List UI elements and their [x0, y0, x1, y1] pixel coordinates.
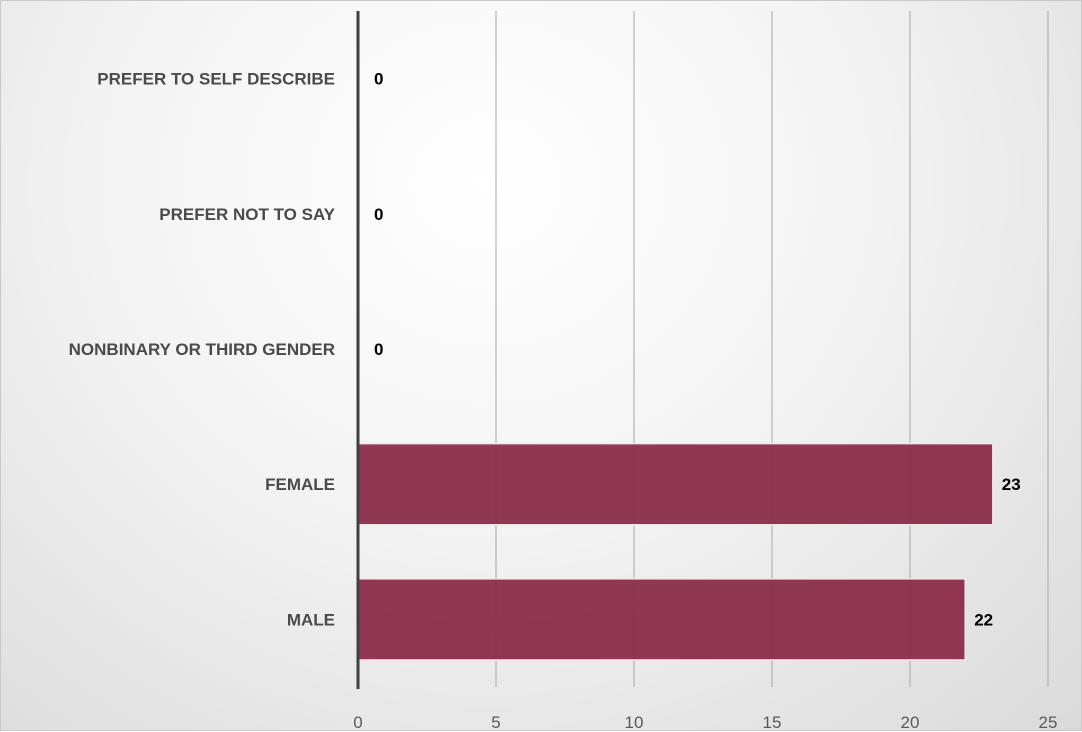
data-label: 0 — [374, 205, 383, 224]
x-tick-label: 0 — [353, 713, 362, 732]
category-label: PREFER TO SELF DESCRIBE — [97, 70, 335, 89]
x-tick-label: 5 — [491, 713, 500, 732]
data-label: 0 — [374, 340, 383, 359]
data-label: 22 — [974, 610, 993, 629]
x-tick-label: 15 — [763, 713, 782, 732]
data-labels: 0 0 0 23 22 — [374, 70, 1021, 630]
category-label: FEMALE — [265, 475, 335, 494]
bar — [357, 442, 994, 526]
gridlines — [495, 11, 1049, 687]
x-tick-label: 20 — [901, 713, 920, 732]
value-axis-tick-labels: 0 5 10 15 20 25 — [353, 713, 1057, 732]
category-label: MALE — [287, 610, 335, 629]
category-label: NONBINARY OR THIRD GENDER — [69, 340, 335, 359]
category-label: PREFER NOT TO SAY — [159, 205, 335, 224]
bars — [357, 442, 994, 661]
x-tick-label: 10 — [625, 713, 644, 732]
category-labels: PREFER TO SELF DESCRIBE PREFER NOT TO SAY… — [69, 70, 336, 630]
bar — [357, 578, 966, 661]
data-label: 23 — [1002, 475, 1021, 494]
data-label: 0 — [374, 70, 383, 89]
x-tick-label: 25 — [1039, 713, 1058, 732]
